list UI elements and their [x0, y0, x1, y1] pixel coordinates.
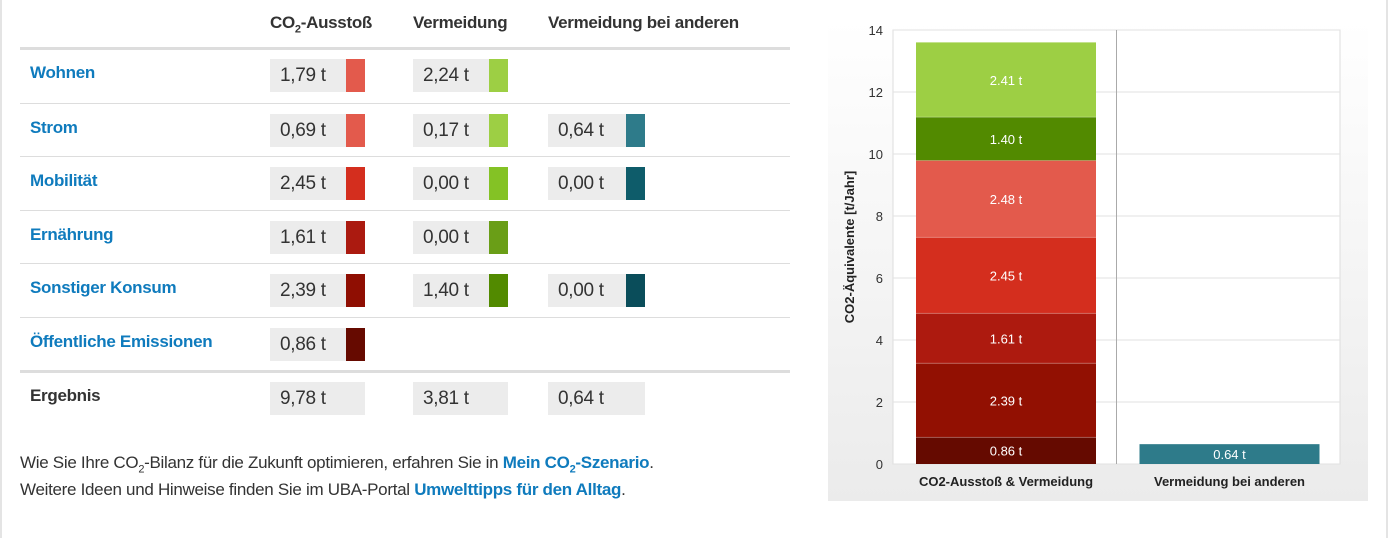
header-vermeidung-andere: Vermeidung bei anderen — [548, 13, 739, 32]
value-text: 0,17 t — [423, 120, 469, 141]
result-label: Ergebnis — [30, 386, 101, 405]
page-border-right — [1386, 0, 1388, 538]
color-swatch — [489, 59, 508, 92]
bar-segment — [916, 363, 1096, 438]
data-label: 1.61 t — [990, 331, 1023, 346]
color-swatch — [346, 114, 365, 147]
value-vermeidung: 0,00 t — [413, 221, 508, 254]
bar-segment — [916, 313, 1096, 364]
mein-co2-szenario-link[interactable]: Mein CO2-Szenario — [502, 453, 650, 476]
color-swatch — [346, 328, 365, 361]
result-andere: 0,64 t — [548, 382, 645, 415]
value-text: 2,39 t — [280, 280, 326, 301]
header-ausstoss: CO2-Ausstoß — [270, 13, 372, 36]
co2-chart: 0 2 4 6 8 10 12 14 0.86 t 2.39 t 1.61 t 2.45 t 2.48 … — [828, 20, 1368, 501]
y-tick-label: 14 — [869, 23, 883, 38]
color-swatch — [626, 167, 645, 200]
data-label: 2.41 t — [990, 73, 1023, 88]
row-divider — [20, 317, 790, 318]
value-text: 0,86 t — [280, 334, 326, 355]
value-text: 1,61 t — [280, 227, 326, 248]
y-axis-label: CO2-Äquivalente [t/Jahr] — [842, 171, 857, 323]
value-ausstoss: 1,79 t — [270, 59, 365, 92]
value-text: 1,40 t — [423, 280, 469, 301]
data-label: 2.48 t — [990, 192, 1023, 207]
value-text: 0,00 t — [558, 173, 604, 194]
value-text: 0,00 t — [423, 173, 469, 194]
x-tick-label: Vermeidung bei anderen — [1154, 474, 1305, 489]
y-tick-label: 10 — [869, 147, 883, 162]
category-link[interactable]: Mobilität — [30, 171, 98, 190]
footer-line-1: Wie Sie Ihre CO2-Bilanz für die Zukunft … — [20, 453, 654, 476]
value-ausstoss: 0,86 t — [270, 328, 365, 361]
color-swatch — [346, 221, 365, 254]
row-divider — [20, 263, 790, 264]
color-swatch — [626, 114, 645, 147]
color-swatch — [489, 114, 508, 147]
value-text: 2,45 t — [280, 173, 326, 194]
y-tick-label: 6 — [876, 271, 883, 286]
value-vermeidung: 2,24 t — [413, 59, 508, 92]
value-text: 2,24 t — [423, 65, 469, 86]
color-swatch — [346, 167, 365, 200]
value-andere: 0,00 t — [548, 167, 645, 200]
row-divider — [20, 47, 790, 50]
value-text: 0,69 t — [280, 120, 326, 141]
row-divider — [20, 370, 790, 373]
color-swatch — [626, 274, 645, 307]
page-border-left — [0, 0, 2, 538]
result-vermeidung: 3,81 t — [413, 382, 508, 415]
data-label: 0.64 t — [1213, 447, 1246, 462]
color-swatch — [489, 167, 508, 200]
category-link[interactable]: Wohnen — [30, 63, 95, 82]
category-link[interactable]: Sonstiger Konsum — [30, 278, 177, 297]
value-text: 1,79 t — [280, 65, 326, 86]
footer-line-2: Weitere Ideen und Hinweise finden Sie im… — [20, 480, 626, 499]
category-link[interactable]: Strom — [30, 118, 78, 137]
row-divider — [20, 103, 790, 104]
result-ausstoss: 9,78 t — [270, 382, 365, 415]
value-ausstoss: 0,69 t — [270, 114, 365, 147]
category-link[interactable]: Ernährung — [30, 225, 114, 244]
row-divider — [20, 156, 790, 157]
color-swatch — [489, 274, 508, 307]
data-label: 0.86 t — [990, 444, 1023, 459]
value-vermeidung: 0,00 t — [413, 167, 508, 200]
value-andere: 0,64 t — [548, 114, 645, 147]
data-label: 1.40 t — [990, 132, 1023, 147]
bar-segment — [916, 437, 1096, 464]
value-text: 0,64 t — [558, 120, 604, 141]
value-ausstoss: 2,45 t — [270, 167, 365, 200]
value-text: 0,00 t — [423, 227, 469, 248]
y-tick-label: 2 — [876, 395, 883, 410]
bar-segment — [916, 42, 1096, 118]
value-andere: 0,00 t — [548, 274, 645, 307]
y-tick-label: 8 — [876, 209, 883, 224]
bar-segment — [916, 160, 1096, 238]
data-label: 2.45 t — [990, 268, 1023, 283]
value-ausstoss: 1,61 t — [270, 221, 365, 254]
y-tick-label: 4 — [876, 333, 883, 348]
color-swatch — [346, 274, 365, 307]
x-tick-label: CO2-Ausstoß & Vermeidung — [919, 474, 1093, 489]
bar-segment — [916, 237, 1096, 314]
row-divider — [20, 210, 790, 211]
value-ausstoss: 2,39 t — [270, 274, 365, 307]
value-vermeidung: 1,40 t — [413, 274, 508, 307]
color-swatch — [346, 59, 365, 92]
category-link[interactable]: Öffentliche Emissionen — [30, 332, 213, 351]
umwelttipps-link[interactable]: Umwelttipps für den Alltag — [414, 480, 622, 499]
y-tick-label: 12 — [869, 85, 883, 100]
value-vermeidung: 0,17 t — [413, 114, 508, 147]
bar-segment — [1139, 444, 1320, 464]
data-label: 2.39 t — [990, 393, 1023, 408]
header-vermeidung: Vermeidung — [413, 13, 508, 32]
bar-segment — [916, 117, 1096, 161]
color-swatch — [489, 221, 508, 254]
value-text: 0,00 t — [558, 280, 604, 301]
y-tick-label: 0 — [876, 457, 883, 472]
